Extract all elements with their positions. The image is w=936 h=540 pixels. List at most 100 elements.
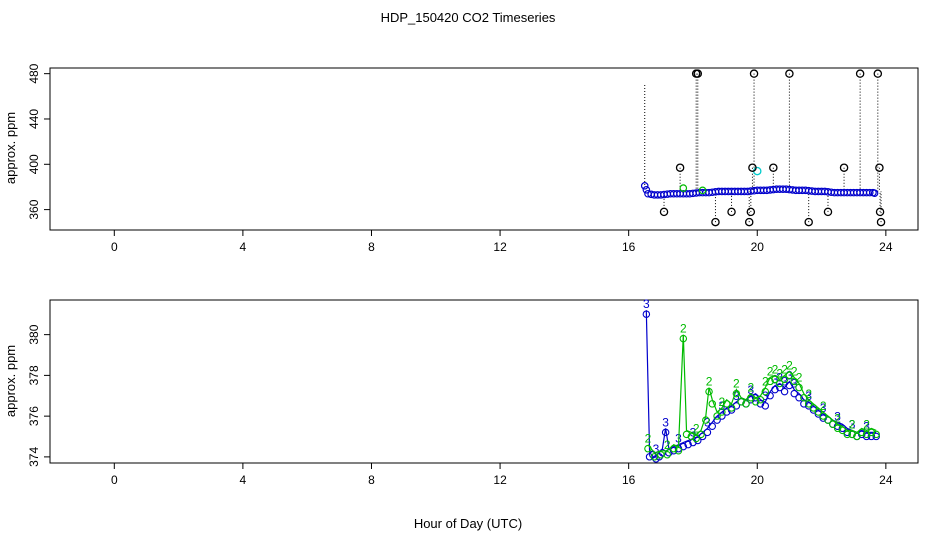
series-point — [751, 398, 760, 406]
series-marker-label: 3 — [849, 417, 856, 431]
x-tick-label: 20 — [751, 240, 765, 254]
series-marker-label: 2 — [645, 432, 652, 446]
series-point — [766, 377, 774, 386]
x-tick-label: 16 — [622, 240, 636, 254]
series-point — [702, 416, 710, 424]
series-marker-label: 3 — [643, 297, 650, 311]
outlier-point — [748, 163, 757, 172]
series-point — [780, 387, 789, 396]
outlier-point — [804, 217, 813, 227]
series-point — [642, 310, 651, 318]
series-marker-label: 2 — [706, 375, 713, 389]
outlier-point — [785, 69, 794, 78]
series-point — [722, 400, 731, 408]
y-tick-label: 376 — [27, 406, 41, 426]
series-point — [737, 398, 745, 406]
series-point — [747, 396, 755, 404]
x-tick-label: 20 — [751, 473, 765, 487]
series-point — [705, 387, 713, 396]
series-marker-label: 3 — [772, 373, 779, 387]
outlier-point — [875, 163, 884, 172]
series-point — [761, 402, 770, 410]
series-point — [829, 420, 837, 428]
series-point — [756, 396, 765, 404]
series-point — [771, 385, 779, 394]
series-marker-label: 3 — [662, 415, 669, 429]
series-point — [776, 383, 784, 392]
series-marker-label: 2 — [796, 371, 803, 385]
baseline-point — [640, 182, 649, 190]
series-marker-label: 2 — [767, 364, 774, 378]
series-point — [804, 400, 813, 408]
series-point — [800, 393, 808, 402]
series-line — [647, 334, 877, 454]
baseline-point — [642, 185, 651, 194]
series-point — [708, 400, 717, 408]
series-point — [674, 446, 683, 455]
series-marker-label: 2 — [820, 399, 827, 413]
series-point — [732, 389, 741, 398]
outlier-point — [769, 163, 778, 172]
series-marker-label: 2 — [747, 381, 754, 395]
x-tick-label: 8 — [368, 473, 375, 487]
series-marker-label: 2 — [680, 322, 687, 336]
y-tick-label: 480 — [27, 63, 41, 83]
series-point — [795, 393, 803, 402]
series-point — [650, 453, 659, 461]
series-point — [857, 430, 866, 439]
series-marker-label: 2 — [719, 395, 726, 409]
outlier-point — [823, 207, 833, 217]
outlier-point — [855, 69, 865, 78]
series-point — [872, 432, 880, 441]
series-point — [785, 371, 794, 380]
series-point — [862, 430, 871, 439]
series-point — [814, 408, 823, 416]
series-point — [785, 381, 794, 390]
y-tick-label: 378 — [27, 365, 41, 385]
x-tick-label: 0 — [111, 473, 118, 487]
series-point — [833, 424, 842, 433]
series-point — [771, 375, 779, 384]
series-point — [853, 432, 861, 441]
y-tick-label: 360 — [27, 199, 41, 219]
series-marker-label: 2 — [733, 377, 740, 391]
x-axis-label: Hour of Day (UTC) — [414, 516, 522, 531]
series-marker-label: 2 — [781, 362, 788, 376]
outlier-point — [693, 69, 703, 78]
outlier-point — [875, 207, 885, 217]
outlier-point — [876, 217, 886, 227]
top-plot-frame — [49, 67, 919, 231]
baseline-point — [870, 189, 879, 197]
series-marker-label: 2 — [786, 358, 793, 372]
series-point — [644, 444, 652, 453]
x-tick-label: 16 — [622, 473, 636, 487]
series-point — [727, 406, 736, 414]
x-tick-label: 4 — [240, 473, 247, 487]
series-point — [867, 432, 876, 441]
x-tick-label: 8 — [368, 240, 375, 254]
series-point — [732, 402, 741, 410]
series-marker-label: 2 — [762, 375, 769, 389]
series-point — [809, 404, 818, 412]
series-point — [872, 430, 880, 439]
series-point — [795, 383, 803, 392]
y-tick-label: 380 — [27, 324, 41, 344]
series-marker-label: 2 — [805, 387, 812, 401]
series-point — [663, 451, 671, 459]
top-y-axis-label: approx. ppm — [3, 112, 18, 184]
green-point — [698, 186, 707, 195]
series-point — [708, 422, 717, 430]
series-point — [669, 446, 678, 455]
series-marker-label: 3 — [747, 383, 754, 397]
series-point — [661, 428, 670, 437]
series-point — [809, 406, 818, 414]
top-panel: approx. ppm 0 4 8 12 16 20 24 360 400 440 480 — [3, 63, 919, 254]
series-point — [698, 432, 707, 441]
series-point — [692, 434, 700, 443]
x-tick-label: 12 — [493, 240, 507, 254]
series-point — [804, 402, 813, 410]
x-tick-label: 12 — [493, 473, 507, 487]
outlier-point — [675, 163, 685, 172]
